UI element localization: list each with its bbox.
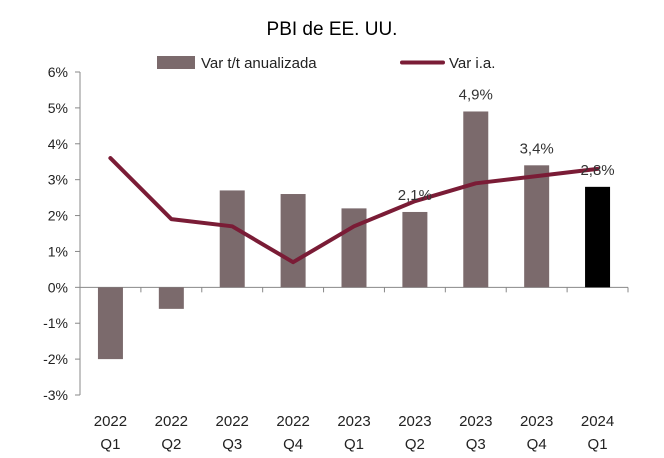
x-tick-label-quarter: Q1 bbox=[588, 436, 608, 453]
legend-label-line: Var i.a. bbox=[449, 55, 495, 72]
y-tick-label: -3% bbox=[43, 387, 68, 403]
x-tick-label-year: 2022 bbox=[155, 413, 188, 430]
bar-series bbox=[97, 111, 611, 360]
x-tick-label-quarter: Q4 bbox=[527, 436, 547, 453]
bar bbox=[280, 194, 306, 288]
y-tick-label: -1% bbox=[43, 315, 68, 331]
bar bbox=[524, 165, 550, 288]
x-tick-label-quarter: Q2 bbox=[161, 436, 181, 453]
legend-swatch-bar bbox=[157, 56, 195, 69]
data-labels: 2,1% 4,9% 3,4% 2,8% bbox=[398, 86, 615, 203]
legend: Var t/t anualizada Var i.a. bbox=[157, 55, 495, 72]
chart-title: PBI de EE. UU. bbox=[267, 19, 398, 40]
x-tick-label-quarter: Q1 bbox=[344, 436, 364, 453]
data-label: 3,4% bbox=[520, 140, 554, 157]
y-tick-label: -2% bbox=[43, 351, 68, 367]
x-tick-label-year: 2022 bbox=[94, 413, 127, 430]
y-tick-label: 3% bbox=[48, 172, 68, 188]
bar bbox=[402, 211, 428, 288]
y-tick-label: 6% bbox=[48, 64, 68, 80]
bar bbox=[158, 287, 184, 309]
x-tick-label-quarter: Q3 bbox=[222, 436, 242, 453]
y-tick-label: 2% bbox=[48, 208, 68, 224]
x-tick-label-year: 2023 bbox=[398, 413, 431, 430]
data-label: 2,8% bbox=[580, 162, 614, 179]
bar bbox=[219, 190, 245, 288]
y-tick-label: 5% bbox=[48, 100, 68, 116]
x-axis: 2022 Q1 2022 Q2 2022 Q3 2022 Q4 2023 Q1 2023 Q2 2023… bbox=[79, 286, 629, 453]
x-tick-label-year: 2023 bbox=[337, 413, 370, 430]
line-series bbox=[108, 156, 600, 265]
x-tick-label-year: 2023 bbox=[520, 413, 553, 430]
y-axis: 6% 5% 4% 3% 2% 1% 0% -1% -2% -3% bbox=[43, 64, 81, 403]
x-tick-label-year: 2024 bbox=[581, 413, 614, 430]
y-tick-label: 4% bbox=[48, 136, 68, 152]
x-tick-label-year: 2022 bbox=[216, 413, 249, 430]
y-tick-label: 1% bbox=[48, 243, 68, 259]
data-label: 2,1% bbox=[398, 187, 432, 204]
x-tick-label-quarter: Q3 bbox=[466, 436, 486, 453]
data-label: 4,9% bbox=[459, 86, 493, 103]
x-tick-label-quarter: Q2 bbox=[405, 436, 425, 453]
x-tick-label-quarter: Q4 bbox=[283, 436, 303, 453]
bar bbox=[463, 111, 489, 288]
bar bbox=[585, 186, 611, 288]
legend-label-bar: Var t/t anualizada bbox=[201, 55, 317, 72]
bar bbox=[97, 287, 123, 360]
x-tick-label-year: 2023 bbox=[459, 413, 492, 430]
x-tick-label-year: 2022 bbox=[276, 413, 309, 430]
bar bbox=[341, 208, 367, 288]
y-tick-label: 0% bbox=[48, 279, 68, 295]
x-tick-label-quarter: Q1 bbox=[100, 436, 120, 453]
